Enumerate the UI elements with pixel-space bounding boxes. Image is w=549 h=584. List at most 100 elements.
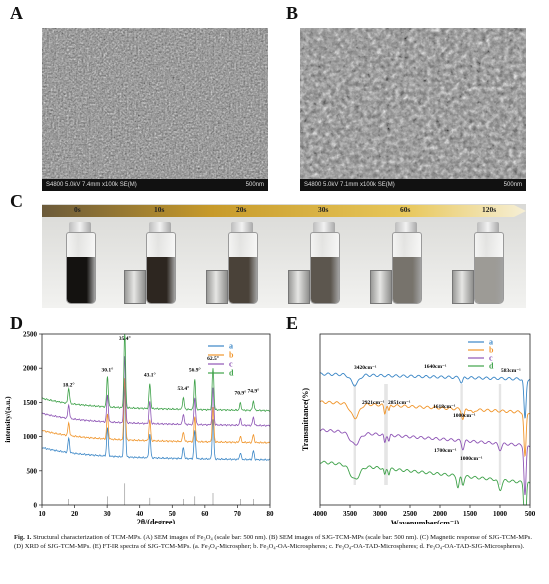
- x-tick-label: 50: [169, 510, 177, 518]
- time-label: 10s: [154, 205, 165, 214]
- peak-label: 56.9°: [189, 366, 201, 373]
- sem-image-a: S4800 5.0kV 7.4mm x100k SE(M) 500nm: [42, 28, 268, 191]
- highlight-band: [353, 384, 356, 485]
- peak-label: 62.5°: [207, 355, 219, 362]
- xrd-series-b: [41, 378, 271, 444]
- sem-info-bar-a: S4800 5.0kV 7.4mm x100k SE(M) 500nm: [42, 179, 268, 191]
- x-tick-label: 2000: [433, 510, 448, 518]
- x-tick-label: 60: [201, 510, 209, 518]
- y-tick-label: 500: [27, 467, 38, 475]
- y-tick-label: 0: [34, 502, 38, 510]
- magnet-block: [288, 270, 310, 304]
- xrd-x-axis-label: 2θ/(degree): [137, 518, 176, 524]
- sem-scale-a: 500nm: [245, 182, 264, 188]
- vial: [146, 232, 176, 304]
- peak-label: 35.4°: [119, 335, 131, 342]
- xrd-plot-frame: [41, 333, 271, 506]
- vial-liquid: [229, 257, 257, 303]
- legend-label: a: [489, 338, 493, 347]
- vial-cap: [395, 222, 417, 232]
- x-tick-label: 4000: [313, 510, 328, 518]
- time-label: 120s: [482, 205, 497, 214]
- ftir-annotation: 3420cm⁻¹: [354, 365, 377, 371]
- xrd-chart: 10 20 30 40 50 60 70 80 0 500 1000 1500 2000 2500 18.2…: [3, 331, 275, 525]
- x-tick-label: 3500: [343, 510, 358, 518]
- legend-label: d: [489, 362, 494, 371]
- sem-settings-b: S4800 5.0kV 7.1mm x100k SE(M): [304, 182, 395, 188]
- x-tick-label: 40: [136, 510, 144, 518]
- ftir-series-b: [319, 400, 531, 458]
- legend-label: d: [229, 369, 234, 378]
- magnetic-response-photo: 0s 10s 20s 30s 60s 120s: [42, 204, 526, 308]
- time-gradient-arrow: [42, 205, 526, 217]
- ftir-annotation: 583cm⁻¹: [501, 368, 521, 374]
- xrd-y-axis-label: intensity/(a.u.): [3, 396, 12, 443]
- legend-label: b: [229, 351, 234, 360]
- panel-label-d: D: [10, 313, 23, 333]
- x-tick-label: 70: [234, 510, 242, 518]
- highlight-band: [460, 384, 463, 485]
- xrd-series-a: [41, 386, 271, 461]
- vial-liquid: [67, 257, 95, 303]
- x-tick-label: 1500: [463, 510, 478, 518]
- caption-text: Structural characterization of TCM-MPs. …: [14, 534, 532, 550]
- time-label: 0s: [74, 205, 81, 214]
- ftir-annotation: 1000cm⁻¹: [453, 413, 476, 419]
- ftir-annotation: 1640cm⁻¹: [424, 364, 447, 370]
- sem-info-bar-b: S4800 5.0kV 7.1mm x100k SE(M) 500nm: [300, 179, 526, 191]
- panel-label-e: E: [286, 313, 299, 333]
- ftir-series-a: [319, 372, 531, 419]
- vial-liquid: [475, 257, 503, 303]
- vial-liquid: [393, 257, 421, 303]
- vial: [392, 232, 422, 304]
- x-tick-label: 10: [39, 510, 47, 518]
- highlight-band: [498, 384, 502, 485]
- ftir-chart: 4000 3500 3000 2500 2000 1500 1000 500 3420cm⁻¹ 1…: [301, 333, 536, 524]
- x-tick-label: 30: [104, 510, 112, 518]
- vial: [228, 232, 258, 304]
- y-tick-label: 2000: [23, 365, 38, 373]
- ftir-annotation: 2851cm⁻¹: [388, 400, 411, 406]
- time-label: 20s: [236, 205, 247, 214]
- y-tick-label: 1500: [23, 399, 38, 407]
- vial-cap: [231, 222, 253, 232]
- x-tick-label: 80: [267, 510, 275, 518]
- magnet-block: [370, 270, 392, 304]
- y-tick-label: 1000: [23, 433, 38, 441]
- time-label: 60s: [400, 205, 411, 214]
- panel-label-c: C: [10, 191, 23, 211]
- ftir-x-axis-label: Wavenumber(cm⁻¹): [391, 519, 460, 524]
- ftir-series-d: [319, 460, 531, 506]
- magnet-block: [206, 270, 228, 304]
- peak-label: 70.9°: [234, 390, 246, 397]
- legend-label: c: [229, 360, 233, 369]
- vial-liquid: [311, 257, 339, 303]
- peak-label: 74.9°: [247, 387, 259, 394]
- ftir-annotation: 2921cm⁻¹: [362, 400, 385, 406]
- vial: [474, 232, 504, 304]
- ftir-y-axis-label: Transmittance(%): [301, 388, 310, 451]
- caption-fig-label: Fig. 1.: [14, 534, 32, 541]
- vial-liquid: [147, 257, 175, 303]
- highlight-band: [384, 384, 388, 485]
- x-tick-label: 2500: [403, 510, 418, 518]
- y-tick-label: 2500: [23, 331, 38, 339]
- x-tick-label: 500: [525, 510, 536, 518]
- time-label: 30s: [318, 205, 329, 214]
- x-tick-label: 3000: [373, 510, 388, 518]
- figure-caption: Fig. 1. Structural characterization of T…: [14, 534, 536, 551]
- peak-label: 18.2°: [63, 382, 75, 389]
- ftir-annotation: 1618cm⁻¹: [433, 404, 456, 410]
- sem-settings-a: S4800 5.0kV 7.4mm x100k SE(M): [46, 182, 137, 188]
- ftir-annotation: 1700cm⁻¹: [434, 448, 457, 454]
- xrd-series-d: [41, 333, 271, 412]
- ftir-annotation: 1000cm⁻¹: [460, 456, 483, 462]
- legend-label: c: [489, 354, 493, 363]
- legend-label: b: [489, 346, 494, 355]
- sem-image-b: S4800 5.0kV 7.1mm x100k SE(M) 500nm: [300, 28, 526, 191]
- vial-cap: [69, 222, 91, 232]
- ftir-series-c: [319, 428, 531, 496]
- xrd-series-c: [41, 356, 271, 427]
- vial: [66, 232, 96, 304]
- ftir-plot-frame: [319, 333, 531, 506]
